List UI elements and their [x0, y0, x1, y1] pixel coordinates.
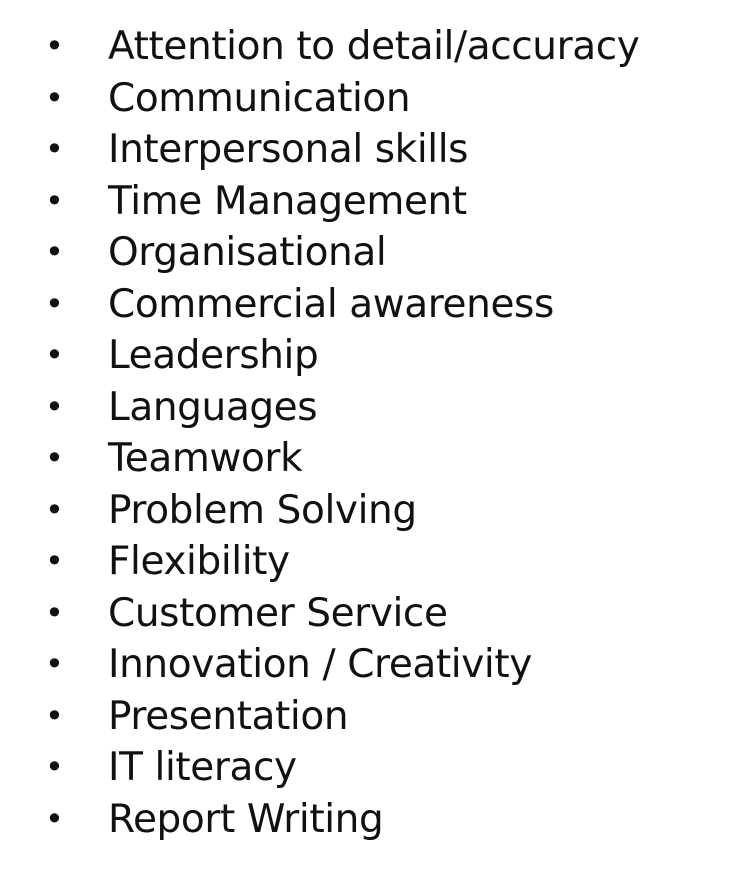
skill-label: Organisational: [108, 230, 387, 275]
skill-label: Flexibility: [108, 539, 290, 584]
skill-label: Teamwork: [108, 436, 303, 481]
bullet-icon: •: [45, 181, 64, 220]
list-item: • Interpersonal skills: [0, 124, 750, 176]
skill-label: Communication: [108, 75, 411, 121]
list-item: • Attention to detail/accuracy: [0, 21, 750, 73]
list-item: • Report Writing: [0, 794, 750, 846]
list-item: • Customer Service: [0, 588, 750, 640]
skill-label: Interpersonal skills: [108, 127, 469, 172]
skills-list: • Attention to detail/accuracy • Communica…: [0, 21, 750, 845]
list-item: • IT literacy: [0, 742, 750, 794]
bullet-icon: •: [45, 490, 64, 529]
list-item: • Presentation: [0, 691, 750, 743]
skill-label: IT literacy: [108, 745, 297, 790]
list-item: • Languages: [0, 382, 750, 434]
skill-label: Attention to detail/accuracy: [108, 24, 640, 69]
bullet-icon: •: [45, 439, 64, 477]
list-item: • Innovation / Creativity: [0, 639, 750, 691]
skill-label: Presentation: [108, 693, 349, 739]
bullet-icon: •: [45, 696, 64, 735]
list-item: • Communication: [0, 73, 750, 125]
list-item: • Commercial awareness: [0, 279, 750, 331]
list-item: • Problem Solving: [0, 485, 750, 537]
bullet-icon: •: [45, 593, 64, 632]
bullet-icon: •: [45, 130, 64, 168]
skill-label: Customer Service: [108, 590, 448, 636]
bullet-icon: •: [45, 78, 64, 117]
bullet-icon: •: [45, 336, 64, 374]
bullet-icon: •: [45, 233, 64, 271]
skill-label: Report Writing: [108, 796, 384, 842]
bullet-icon: •: [45, 27, 64, 65]
skill-label: Commercial awareness: [108, 281, 554, 327]
skill-label: Problem Solving: [108, 487, 417, 533]
skill-label: Leadership: [108, 333, 319, 378]
list-item: • Flexibility: [0, 536, 750, 588]
skill-label: Languages: [108, 384, 318, 430]
bullet-icon: •: [45, 748, 64, 786]
list-item: • Time Management: [0, 176, 750, 228]
list-item: • Teamwork: [0, 433, 750, 485]
skill-label: Time Management: [108, 178, 467, 224]
bullet-icon: •: [45, 799, 64, 838]
bullet-icon: •: [45, 387, 64, 426]
bullet-icon: •: [45, 645, 64, 683]
skill-label: Innovation / Creativity: [108, 642, 532, 687]
list-item: • Organisational: [0, 227, 750, 279]
list-item: • Leadership: [0, 330, 750, 382]
bullet-icon: •: [45, 284, 64, 323]
bullet-icon: •: [45, 542, 64, 580]
